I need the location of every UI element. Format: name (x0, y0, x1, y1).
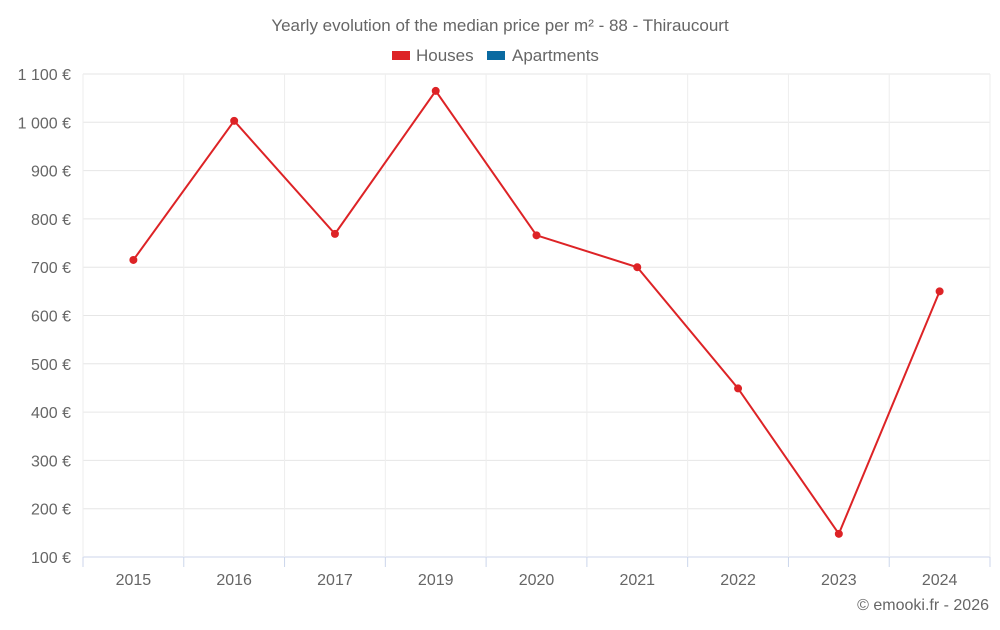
data-point-houses-2019[interactable] (431, 86, 440, 95)
y-tick-label: 100 € (31, 550, 71, 567)
legend-label-apartments: Apartments (512, 46, 599, 65)
y-tick-label: 600 € (31, 309, 71, 326)
data-point-houses-2023[interactable] (834, 529, 843, 538)
y-tick-label: 1 000 € (18, 115, 71, 132)
x-tick-label: 2024 (922, 572, 958, 589)
series-houses (129, 86, 944, 538)
chart-title: Yearly evolution of the median price per… (271, 16, 729, 35)
data-point-houses-2015[interactable] (129, 255, 138, 264)
legend: Houses Apartments (392, 46, 599, 65)
x-tick-label: 2017 (317, 572, 353, 589)
x-tick-label: 2016 (216, 572, 252, 589)
grid (82, 73, 991, 558)
y-tick-label: 400 € (31, 405, 71, 422)
legend-item-houses[interactable]: Houses (392, 46, 474, 65)
y-axis: 100 € 200 € 300 € 400 € 500 € 600 € 700 € 800 €… (18, 67, 71, 567)
y-tick-label: 300 € (31, 453, 71, 470)
data-point-houses-2020[interactable] (532, 231, 541, 240)
y-tick-label: 500 € (31, 357, 71, 374)
x-tick-label: 2022 (720, 572, 756, 589)
y-tick-label: 800 € (31, 212, 71, 229)
data-point-houses-2017[interactable] (330, 229, 339, 238)
x-tick-label: 2019 (418, 572, 454, 589)
data-point-houses-2016[interactable] (230, 116, 239, 125)
legend-label-houses: Houses (416, 46, 474, 65)
y-tick-label: 900 € (31, 164, 71, 181)
credit[interactable]: © emooki.fr - 2026 (857, 597, 989, 614)
data-point-houses-2024[interactable] (935, 287, 944, 296)
x-tick-label: 2015 (116, 572, 152, 589)
x-tick-label: 2020 (519, 572, 555, 589)
legend-item-apartments[interactable]: Apartments (487, 46, 599, 65)
data-point-houses-2022[interactable] (734, 384, 743, 393)
y-tick-label: 200 € (31, 502, 71, 519)
data-point-houses-2021[interactable] (633, 263, 642, 272)
x-tick-label: 2023 (821, 572, 857, 589)
legend-swatch-apartments (487, 51, 505, 60)
legend-swatch-houses (392, 51, 410, 60)
y-tick-label: 1 100 € (18, 67, 71, 84)
x-tick-label: 2021 (619, 572, 655, 589)
x-axis: 2015 2016 2017 2019 2020 2021 2022 2023 2024 (82, 557, 991, 589)
series-line-houses (132, 89, 941, 536)
y-tick-label: 700 € (31, 260, 71, 277)
